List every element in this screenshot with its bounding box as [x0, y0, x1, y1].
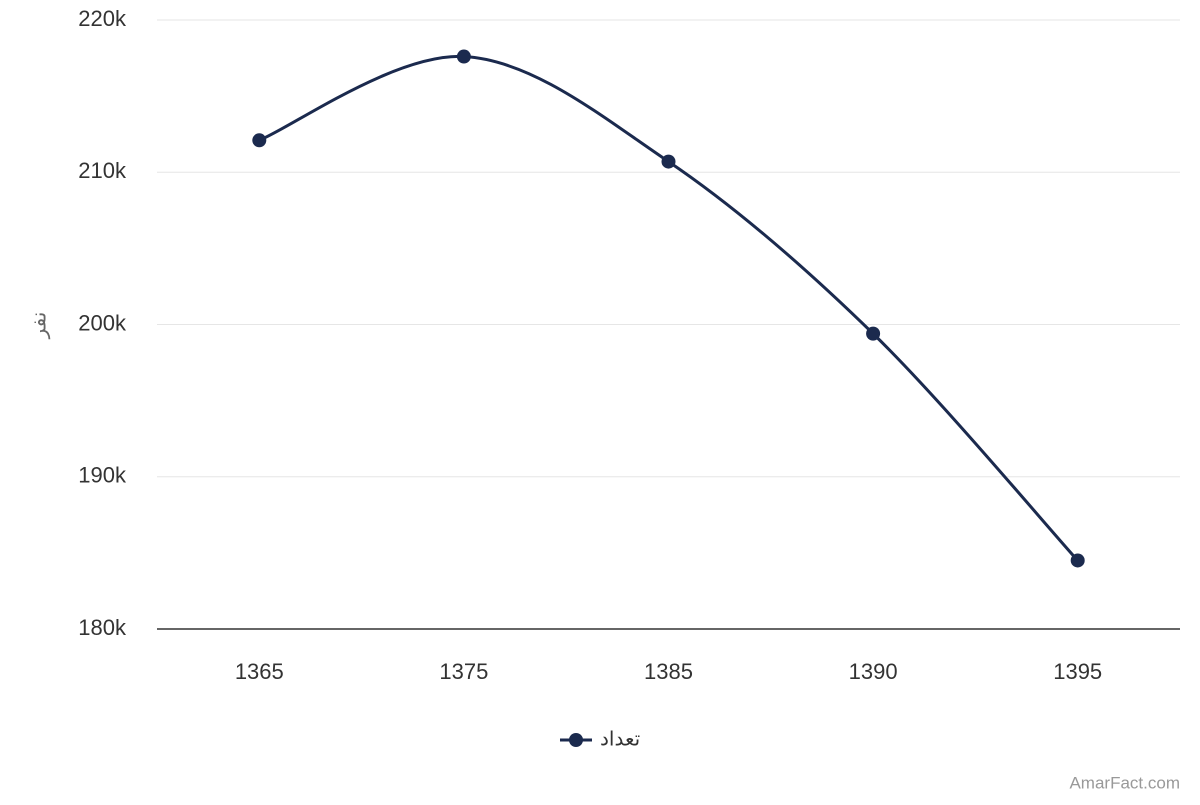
y-tick-label: 210k	[78, 158, 127, 183]
y-tick-label: 190k	[78, 463, 127, 488]
x-tick-label: 1385	[644, 659, 693, 684]
y-axis-title: نفر	[28, 312, 50, 340]
series-line	[258, 55, 1079, 562]
x-tick-label: 1390	[849, 659, 898, 684]
x-tick-label: 1365	[235, 659, 284, 684]
point	[866, 326, 881, 341]
point	[1070, 553, 1085, 568]
point	[661, 154, 676, 169]
y-tick-label: 180k	[78, 615, 127, 640]
x-tick-label: 1375	[439, 659, 488, 684]
point	[456, 49, 471, 64]
y-tick-label: 220k	[78, 6, 127, 31]
y-tick-label: 200k	[78, 310, 127, 335]
credit: AmarFact.com	[1069, 773, 1180, 792]
legend-marker	[569, 733, 583, 747]
point	[252, 133, 267, 148]
x-tick-label: 1395	[1053, 659, 1102, 684]
legend-label: تعداد	[600, 728, 640, 750]
